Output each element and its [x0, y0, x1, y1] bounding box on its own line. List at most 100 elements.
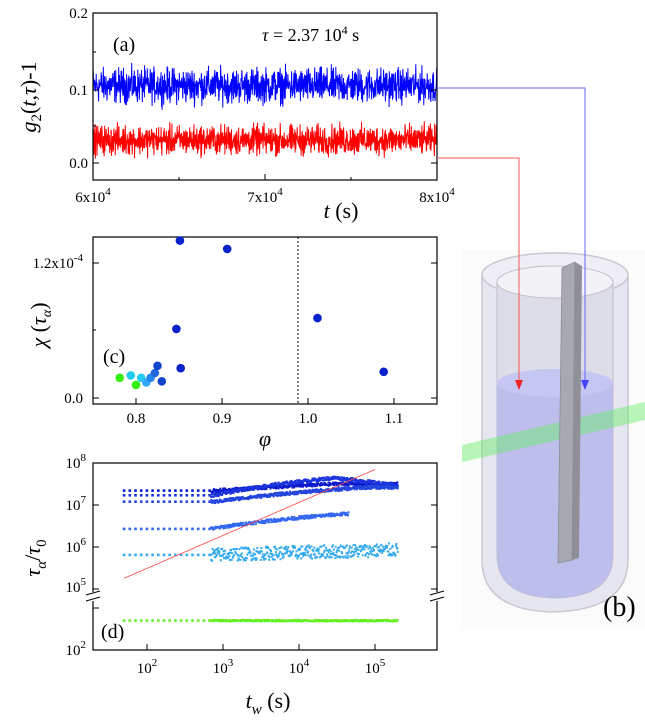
data-point	[313, 546, 316, 549]
data-point	[283, 546, 286, 549]
break-mark	[85, 590, 101, 596]
data-point	[227, 553, 230, 556]
data-point	[299, 491, 302, 494]
data-point	[305, 478, 308, 481]
data-point	[258, 487, 261, 490]
data-point	[297, 485, 300, 487]
scatter-point	[176, 363, 185, 373]
data-point	[376, 484, 379, 487]
data-point	[329, 515, 332, 518]
data-point	[232, 497, 235, 499]
data-point	[215, 488, 218, 491]
data-point	[168, 619, 171, 622]
data-point	[367, 547, 370, 550]
data-point	[282, 553, 285, 556]
data-point	[168, 527, 171, 531]
data-point	[274, 547, 277, 550]
data-point	[216, 548, 219, 551]
data-point	[278, 552, 281, 555]
data-point	[382, 550, 385, 552]
data-point	[319, 484, 322, 487]
data-point	[365, 482, 368, 485]
data-point	[305, 546, 308, 549]
data-point	[246, 486, 249, 489]
data-point	[341, 514, 344, 517]
data-point	[327, 515, 330, 518]
data-point	[268, 558, 271, 561]
data-point	[174, 553, 177, 557]
panel-a-red-trace	[92, 121, 438, 159]
data-point	[208, 527, 211, 531]
data-point	[287, 484, 290, 487]
data-point	[264, 557, 267, 560]
data-point	[231, 487, 234, 490]
y-tick-label: 106	[66, 536, 87, 556]
data-point	[352, 481, 355, 484]
data-point	[326, 478, 329, 481]
data-point	[264, 488, 266, 491]
data-point	[293, 491, 296, 494]
data-point	[275, 482, 277, 485]
data-point	[378, 481, 381, 484]
data-point	[252, 552, 255, 555]
panel-a-xlabel: t (s)	[324, 198, 359, 223]
data-point	[291, 486, 294, 489]
data-point	[179, 500, 183, 503]
data-point	[394, 554, 397, 557]
data-point	[337, 549, 340, 552]
data-point	[255, 557, 258, 560]
data-point	[299, 552, 302, 555]
data-point	[151, 500, 154, 503]
data-point	[235, 490, 238, 493]
data-point	[384, 481, 387, 484]
data-point	[294, 493, 297, 496]
data-point	[262, 520, 265, 523]
data-point	[145, 553, 149, 557]
data-point	[240, 546, 243, 549]
data-point	[298, 618, 301, 621]
data-point	[349, 555, 352, 558]
data-point	[371, 550, 374, 553]
data-point	[336, 512, 339, 515]
data-point	[295, 550, 298, 553]
data-point	[314, 516, 317, 519]
data-point	[266, 552, 269, 555]
data-point	[320, 553, 323, 556]
data-point	[263, 484, 266, 487]
data-point	[309, 555, 312, 558]
panel-d-frame	[92, 462, 438, 651]
data-point	[365, 544, 368, 547]
data-point	[348, 486, 351, 489]
data-point	[324, 514, 327, 517]
data-point	[381, 485, 384, 488]
data-point	[271, 482, 274, 485]
data-point	[384, 547, 386, 550]
data-point	[288, 493, 291, 496]
data-point	[249, 494, 252, 497]
data-point	[214, 527, 217, 530]
data-point	[298, 549, 301, 552]
data-point	[259, 493, 262, 496]
data-point	[370, 487, 373, 490]
data-point	[315, 488, 318, 491]
data-point	[191, 494, 194, 497]
data-point	[287, 546, 290, 549]
data-point	[274, 484, 277, 487]
data-point	[364, 488, 367, 490]
data-point	[202, 553, 206, 557]
data-point	[319, 555, 322, 558]
x-tick-label: 6x104	[75, 186, 111, 206]
data-point	[363, 483, 365, 486]
data-point	[325, 546, 328, 549]
data-point	[196, 494, 200, 497]
data-point	[302, 555, 305, 558]
data-point	[185, 553, 189, 557]
data-point	[308, 515, 311, 518]
data-point	[260, 547, 263, 550]
data-point	[264, 520, 267, 523]
data-point	[185, 527, 189, 531]
data-point	[333, 554, 336, 557]
panel-b-label: (b)	[603, 592, 636, 623]
data-point	[285, 545, 287, 548]
data-point	[276, 548, 279, 551]
